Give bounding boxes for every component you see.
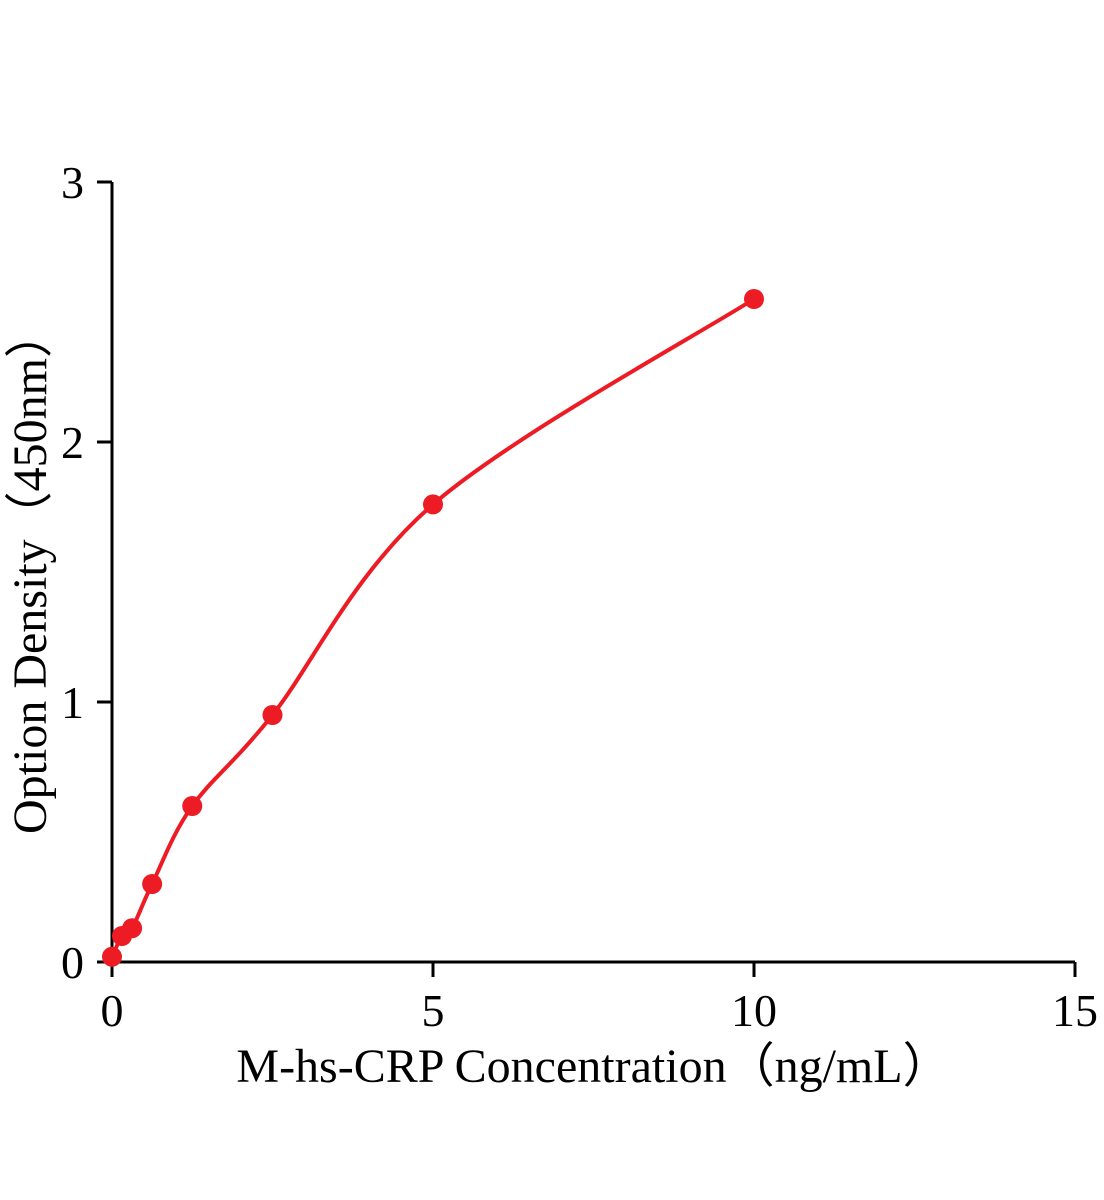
data-point-marker — [423, 494, 443, 515]
data-point-marker — [142, 874, 163, 894]
standard-curve-line — [110, 297, 756, 959]
data-point-marker — [262, 705, 283, 725]
data-point-marker — [122, 918, 143, 939]
x-tick-label: 10 — [731, 985, 777, 1036]
data-point-marker — [182, 796, 203, 816]
x-tick-label: 0 — [101, 985, 124, 1036]
y-tick-label: 3 — [61, 157, 84, 208]
x-tick-label: 15 — [1052, 985, 1098, 1036]
data-point-marker — [744, 289, 764, 309]
x-axis-title: M-hs-CRP Concentration（ng/mL） — [236, 1040, 950, 1093]
y-tick-label: 2 — [61, 417, 84, 468]
y-tick-label: 0 — [61, 937, 84, 988]
data-point-marker — [102, 946, 122, 967]
y-tick-label: 1 — [61, 677, 84, 728]
x-tick-label: 5 — [422, 985, 445, 1036]
y-axis-title: Option Density（450nm） — [4, 310, 57, 834]
